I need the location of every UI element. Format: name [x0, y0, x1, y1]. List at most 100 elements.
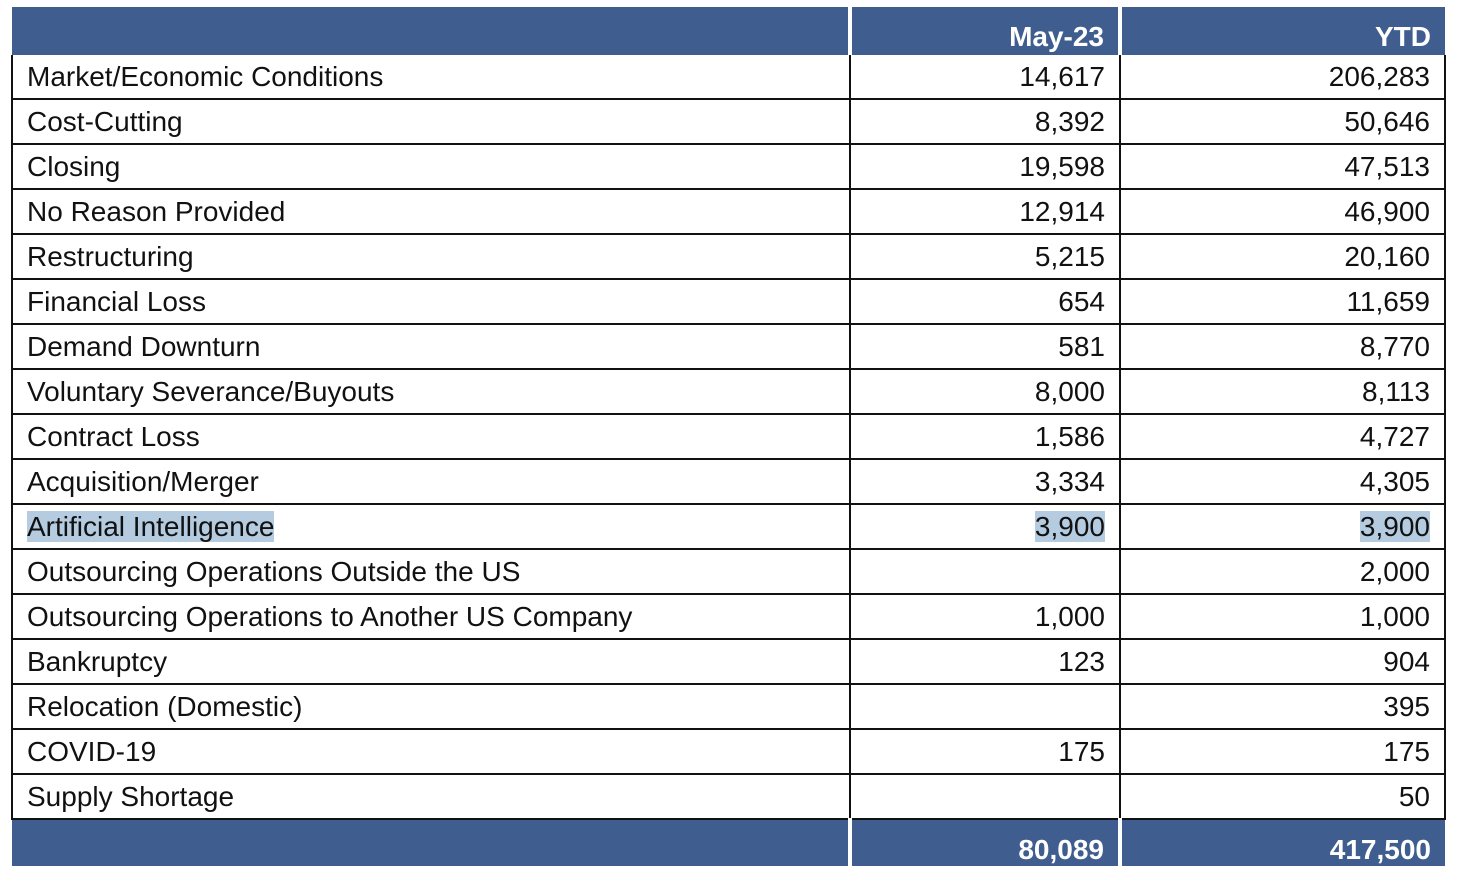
table-footer: 80,089 417,500	[12, 819, 1445, 866]
ytd-value-cell[interactable]: 50	[1120, 774, 1446, 820]
reason-cell[interactable]: Restructuring	[11, 234, 851, 280]
totals-ytd-cell[interactable]: 417,500	[1118, 819, 1445, 866]
header-ytd-cell[interactable]: YTD	[1118, 7, 1445, 55]
totals-label-cell[interactable]	[12, 819, 850, 866]
ytd-value-cell[interactable]: 11,659	[1120, 279, 1446, 325]
ytd-value-cell[interactable]: 8,113	[1120, 369, 1446, 415]
table-row: Artificial Intelligence 3,900 3,900	[11, 504, 1446, 550]
table-row: Voluntary Severance/Buyouts 8,000 8,113	[11, 369, 1446, 415]
ytd-value-cell-text: 8,113	[1362, 375, 1430, 407]
reason-cell[interactable]: No Reason Provided	[11, 189, 851, 235]
month-value-cell-text: 175	[1058, 735, 1105, 767]
ytd-value-cell-text: 3,900	[1359, 510, 1430, 542]
reason-cell-text: Restructuring	[27, 240, 194, 272]
ytd-value-cell[interactable]: 8,770	[1120, 324, 1446, 370]
layoffs-by-reason-table: May-23 YTD Market/Economic Conditions 14,…	[11, 7, 1446, 866]
ytd-value-cell-text: 50,646	[1344, 105, 1430, 137]
table-row: COVID-19 175 175	[11, 729, 1446, 775]
month-value-cell[interactable]	[850, 549, 1121, 595]
month-value-cell[interactable]	[850, 774, 1121, 820]
month-value-cell[interactable]: 12,914	[850, 189, 1121, 235]
reason-cell-text: Outsourcing Operations to Another US Com…	[27, 600, 633, 632]
ytd-value-cell[interactable]: 20,160	[1120, 234, 1446, 280]
ytd-value-cell-text: 50	[1398, 780, 1430, 812]
header-reason-cell[interactable]	[12, 7, 850, 55]
reason-cell[interactable]: Financial Loss	[11, 279, 851, 325]
reason-cell-text: Contract Loss	[27, 420, 200, 452]
month-value-cell[interactable]: 14,617	[850, 55, 1121, 100]
reason-cell-text: Artificial Intelligence	[27, 510, 275, 542]
month-value-cell-text: 14,617	[1019, 60, 1105, 92]
ytd-value-cell-text: 20,160	[1344, 240, 1430, 272]
reason-cell[interactable]: Artificial Intelligence	[11, 504, 851, 550]
reason-cell[interactable]: Outsourcing Operations Outside the US	[11, 549, 851, 595]
reason-cell[interactable]: Cost-Cutting	[11, 99, 851, 145]
month-value-cell[interactable]: 3,900	[850, 504, 1121, 550]
month-value-cell[interactable]	[850, 684, 1121, 730]
header-month-cell[interactable]: May-23	[848, 7, 1120, 55]
reason-cell[interactable]: Closing	[11, 144, 851, 190]
table-row: Financial Loss 654 11,659	[11, 279, 1446, 325]
reason-cell[interactable]: Contract Loss	[11, 414, 851, 460]
month-value-cell[interactable]: 581	[850, 324, 1121, 370]
month-value-cell-text: 8,392	[1034, 105, 1105, 137]
month-value-cell[interactable]: 175	[850, 729, 1121, 775]
table-row: Relocation (Domestic) 395	[11, 684, 1446, 730]
month-value-cell-text: 19,598	[1019, 150, 1105, 182]
ytd-value-cell-text: 2,000	[1359, 555, 1430, 587]
reason-cell-text: No Reason Provided	[27, 195, 286, 227]
ytd-value-cell[interactable]: 50,646	[1120, 99, 1446, 145]
ytd-value-cell[interactable]: 904	[1120, 639, 1446, 685]
reason-cell[interactable]: COVID-19	[11, 729, 851, 775]
month-value-cell-text: 3,900	[1034, 510, 1105, 542]
month-value-cell[interactable]: 5,215	[850, 234, 1121, 280]
table-row: Contract Loss 1,586 4,727	[11, 414, 1446, 460]
ytd-value-cell-text: 4,727	[1359, 420, 1430, 452]
reason-cell[interactable]: Outsourcing Operations to Another US Com…	[11, 594, 851, 640]
reason-cell[interactable]: Acquisition/Merger	[11, 459, 851, 505]
ytd-value-cell-text: 1,000	[1359, 600, 1430, 632]
month-value-cell-text: 12,914	[1019, 195, 1105, 227]
table-body: Market/Economic Conditions 14,617 206,283 C…	[11, 55, 1446, 820]
ytd-value-cell[interactable]: 4,305	[1120, 459, 1446, 505]
month-value-cell[interactable]: 19,598	[850, 144, 1121, 190]
reason-cell[interactable]: Bankruptcy	[11, 639, 851, 685]
ytd-value-cell[interactable]: 395	[1120, 684, 1446, 730]
reason-cell[interactable]: Relocation (Domestic)	[11, 684, 851, 730]
ytd-value-cell-text: 47,513	[1344, 150, 1430, 182]
ytd-value-cell[interactable]: 175	[1120, 729, 1446, 775]
month-value-cell[interactable]: 8,392	[850, 99, 1121, 145]
month-value-cell-text: 581	[1058, 330, 1105, 362]
ytd-value-cell[interactable]: 46,900	[1120, 189, 1446, 235]
reason-cell-text: Supply Shortage	[27, 780, 235, 812]
month-value-cell[interactable]: 1,000	[850, 594, 1121, 640]
ytd-value-cell[interactable]: 206,283	[1120, 55, 1446, 100]
ytd-value-cell-text: 395	[1383, 690, 1430, 722]
reason-cell-text: Outsourcing Operations Outside the US	[27, 555, 521, 587]
month-value-cell[interactable]: 1,586	[850, 414, 1121, 460]
reason-cell[interactable]: Supply Shortage	[11, 774, 851, 820]
month-value-cell[interactable]: 8,000	[850, 369, 1121, 415]
month-value-cell[interactable]: 654	[850, 279, 1121, 325]
reason-cell-text: Bankruptcy	[27, 645, 168, 677]
month-value-cell[interactable]: 3,334	[850, 459, 1121, 505]
reason-cell[interactable]: Market/Economic Conditions	[11, 55, 851, 100]
ytd-value-cell-text: 175	[1383, 735, 1430, 767]
table-row: Outsourcing Operations to Another US Com…	[11, 594, 1446, 640]
month-value-cell[interactable]: 123	[850, 639, 1121, 685]
ytd-value-cell[interactable]: 1,000	[1120, 594, 1446, 640]
ytd-value-cell[interactable]: 2,000	[1120, 549, 1446, 595]
table-row: Cost-Cutting 8,392 50,646	[11, 99, 1446, 145]
reason-cell-text: Financial Loss	[27, 285, 206, 317]
reason-cell-text: Demand Downturn	[27, 330, 261, 362]
table-row: Market/Economic Conditions 14,617 206,283	[11, 55, 1446, 100]
reason-cell-text: Market/Economic Conditions	[27, 60, 384, 92]
reason-cell[interactable]: Voluntary Severance/Buyouts	[11, 369, 851, 415]
ytd-value-cell-text: 4,305	[1359, 465, 1430, 497]
totals-month-cell[interactable]: 80,089	[848, 819, 1120, 866]
ytd-value-cell-text: 11,659	[1346, 285, 1430, 317]
reason-cell[interactable]: Demand Downturn	[11, 324, 851, 370]
ytd-value-cell[interactable]: 4,727	[1120, 414, 1446, 460]
ytd-value-cell[interactable]: 47,513	[1120, 144, 1446, 190]
ytd-value-cell[interactable]: 3,900	[1120, 504, 1446, 550]
